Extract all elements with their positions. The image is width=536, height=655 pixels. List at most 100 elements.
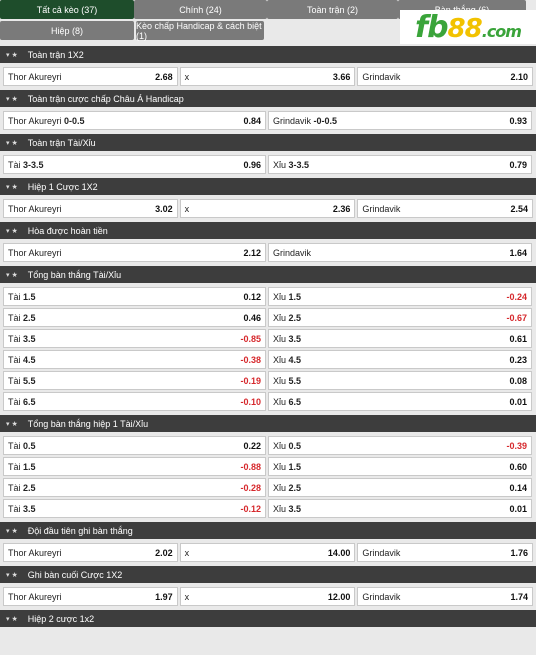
market-header[interactable]: ▾ ★ Toàn trận cược chấp Châu Á Handicap [0, 90, 536, 107]
odds-cell[interactable]: Tài 5.5 -0.19 [3, 371, 266, 390]
odds-cell[interactable]: Tài 1.5 0.12 [3, 287, 266, 306]
market-header[interactable]: ▾ ★ Hòa được hoàn tiền [0, 222, 536, 239]
odds-row: Thor Akureyri 2.12 Grindavik 1.64 [3, 242, 533, 263]
odds-cell[interactable]: Grindavik 1.76 [357, 543, 534, 562]
odds-cell[interactable]: Thor Akureyri 2.02 [3, 543, 178, 562]
collapse-star-icon[interactable]: ▾ ★ [6, 420, 18, 428]
odds-cell[interactable]: Thor Akureyri 2.68 [3, 67, 178, 86]
market-header[interactable]: ▾ ★ Đội đầu tiên ghi bàn thắng [0, 522, 536, 539]
collapse-star-icon[interactable]: ▾ ★ [6, 615, 18, 623]
odds-value: 12.00 [327, 591, 351, 602]
odds-value: -0.24 [506, 291, 527, 302]
tab-handicap[interactable]: Kèo chấp Handicap & cách biệt (1) [136, 21, 264, 41]
handicap-line: 6.5 [288, 396, 302, 407]
odds-cell[interactable]: Thor Akureyri 1.97 [3, 587, 178, 606]
tab-full-match[interactable]: Toàn trận (2) [267, 0, 398, 19]
odds-cell[interactable]: Xỉu 3-3.5 0.79 [268, 155, 532, 174]
collapse-star-icon[interactable]: ▾ ★ [6, 139, 18, 147]
collapse-star-icon[interactable]: ▾ ★ [6, 571, 18, 579]
odds-cell[interactable]: Thor Akureyri 2.12 [3, 243, 266, 262]
odds-cell[interactable]: Xỉu 1.5 -0.24 [268, 287, 532, 306]
market-header[interactable]: ▾ ★ Tổng bàn thắng Tài/Xỉu [0, 266, 536, 283]
odds-cell[interactable]: Thor Akureyri 0-0.5 0.84 [3, 111, 266, 130]
odds-value: -0.10 [240, 396, 261, 407]
market-header[interactable]: ▾ ★ Hiệp 1 Cược 1X2 [0, 178, 536, 195]
collapse-star-icon[interactable]: ▾ ★ [6, 227, 18, 235]
market-header[interactable]: ▾ ★ Hiệp 2 cược 1x2 [0, 610, 536, 627]
market-header[interactable]: ▾ ★ Ghi bàn cuối Cược 1X2 [0, 566, 536, 583]
odds-value: 0.60 [509, 461, 527, 472]
odds-cell[interactable]: Xỉu 3.5 0.61 [268, 329, 532, 348]
odds-row: Thor Akureyri 0-0.5 0.84 Grindavik -0-0.5 0… [3, 110, 533, 131]
odds-cell[interactable]: Tài 2.5 0.46 [3, 308, 266, 327]
market-rows: Thor Akureyri 1.97 x 12.00 Grindavik 1.74 [0, 583, 536, 610]
odds-value: 1.74 [510, 591, 529, 602]
odds-value: 0.96 [243, 159, 261, 170]
selection-label: Xỉu 0.5 [273, 440, 302, 451]
tab-all[interactable]: Tất cả kèo (37) [0, 0, 134, 19]
selection-label: Xỉu 3.5 [273, 333, 302, 344]
odds-cell[interactable]: Thor Akureyri 3.02 [3, 199, 178, 218]
tab-main[interactable]: Chính (24) [134, 0, 267, 19]
odds-cell[interactable]: Tài 3-3.5 0.96 [3, 155, 266, 174]
odds-value: -0.38 [240, 354, 261, 365]
odds-value: 0.61 [509, 333, 527, 344]
market-header[interactable]: ▾ ★ Toàn trận 1X2 [0, 46, 536, 63]
odds-cell[interactable]: Tài 3.5 -0.85 [3, 329, 266, 348]
selection-label: Xỉu 2.5 [273, 312, 302, 323]
odds-value: 0.14 [509, 482, 527, 493]
market-title: Toàn trận 1X2 [27, 49, 84, 60]
collapse-star-icon[interactable]: ▾ ★ [6, 271, 18, 279]
selection-label: Tài 2.5 [8, 312, 36, 323]
selection-label: Thor Akureyri [8, 203, 62, 214]
odds-value: 0.79 [509, 159, 527, 170]
odds-cell[interactable]: Grindavik 1.74 [357, 587, 534, 606]
odds-value: 2.10 [510, 71, 529, 82]
odds-cell[interactable]: Xỉu 1.5 0.60 [268, 457, 532, 476]
handicap-line: 2.5 [23, 312, 36, 323]
odds-cell[interactable]: Tài 4.5 -0.38 [3, 350, 266, 369]
odds-cell[interactable]: Tài 0.5 0.22 [3, 436, 266, 455]
odds-row: Tài 6.5 -0.10 Xỉu 6.5 0.01 [3, 391, 533, 412]
odds-cell[interactable]: x 3.66 [179, 67, 356, 86]
odds-cell[interactable]: Xỉu 2.5 -0.67 [268, 308, 532, 327]
selection-label: x [184, 203, 190, 214]
odds-cell[interactable]: Grindavik 2.54 [357, 199, 534, 218]
odds-cell[interactable]: Tài 3.5 -0.12 [3, 499, 266, 518]
odds-cell[interactable]: Xỉu 4.5 0.23 [268, 350, 532, 369]
odds-cell[interactable]: Xỉu 2.5 0.14 [268, 478, 532, 497]
odds-value: -0.67 [506, 312, 527, 323]
odds-cell[interactable]: x 2.36 [179, 199, 356, 218]
odds-value: -0.28 [240, 482, 261, 493]
odds-cell[interactable]: x 12.00 [179, 587, 356, 606]
collapse-star-icon[interactable]: ▾ ★ [6, 51, 18, 59]
odds-cell[interactable]: Tài 6.5 -0.10 [3, 392, 266, 411]
handicap-line: 3.5 [288, 333, 302, 344]
collapse-star-icon[interactable]: ▾ ★ [6, 95, 18, 103]
odds-cell[interactable]: Xỉu 5.5 0.08 [268, 371, 532, 390]
odds-cell[interactable]: Xỉu 0.5 -0.39 [268, 436, 532, 455]
fb88-logo: fb88.com [400, 10, 536, 45]
market-header[interactable]: ▾ ★ Toàn trận Tài/Xỉu [0, 134, 536, 151]
odds-cell[interactable]: Grindavik -0-0.5 0.93 [268, 111, 532, 130]
odds-cell[interactable]: x 14.00 [179, 543, 356, 562]
market-title: Hiệp 1 Cược 1X2 [27, 181, 98, 192]
market-header[interactable]: ▾ ★ Tổng bàn thắng hiệp 1 Tài/Xỉu [0, 415, 536, 432]
odds-cell[interactable]: Xỉu 3.5 0.01 [268, 499, 532, 518]
odds-cell[interactable]: Grindavik 1.64 [268, 243, 532, 262]
selection-label: Xỉu 1.5 [273, 461, 302, 472]
handicap-line: 2.5 [288, 482, 302, 493]
odds-cell[interactable]: Grindavik 2.10 [357, 67, 534, 86]
odds-cell[interactable]: Tài 2.5 -0.28 [3, 478, 266, 497]
odds-cell[interactable]: Tài 1.5 -0.88 [3, 457, 266, 476]
handicap-line: 3.5 [23, 503, 36, 514]
odds-value: 2.12 [243, 247, 261, 258]
tab-half[interactable]: Hiệp (8) [0, 21, 134, 40]
market-title: Đội đầu tiên ghi bàn thắng [27, 525, 133, 536]
odds-row: Tài 3-3.5 0.96 Xỉu 3-3.5 0.79 [3, 154, 533, 175]
collapse-star-icon[interactable]: ▾ ★ [6, 183, 18, 191]
selection-label: Tài 3.5 [8, 333, 36, 344]
handicap-line: 5.5 [288, 375, 302, 386]
odds-cell[interactable]: Xỉu 6.5 0.01 [268, 392, 532, 411]
collapse-star-icon[interactable]: ▾ ★ [6, 527, 18, 535]
